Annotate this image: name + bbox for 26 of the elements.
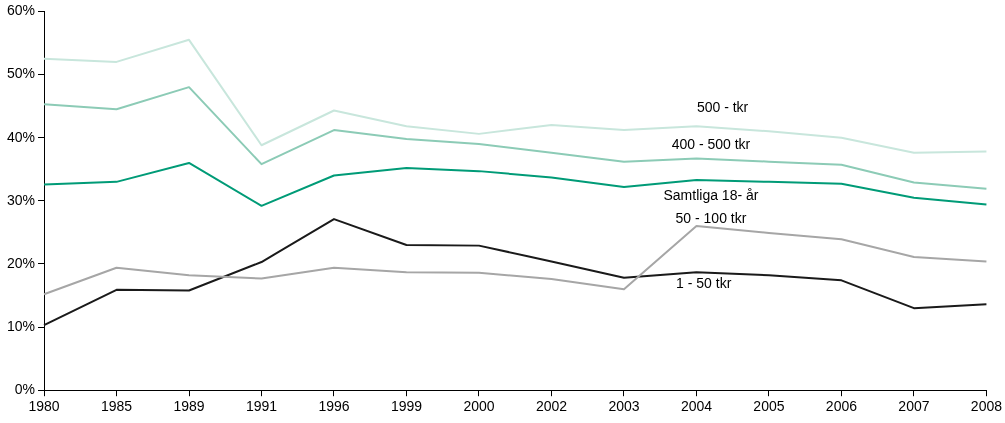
series-label: Samtliga 18- år (663, 187, 759, 204)
x-tick-label: 2006 (825, 398, 858, 415)
series-label: 400 - 500 tkr (671, 135, 751, 152)
y-tick-label: 10% (6, 317, 36, 334)
x-tick-label: 2005 (753, 398, 785, 415)
x-tick-label: 1989 (173, 398, 205, 415)
x-tick-label: 2008 (970, 398, 1003, 415)
series-label: 50 - 100 tkr (675, 210, 747, 227)
y-tick-label: 40% (6, 128, 36, 145)
y-tick-label: 30% (6, 191, 36, 208)
x-tick-label: 1996 (318, 398, 350, 415)
y-tick-label: 50% (6, 65, 36, 82)
series-label: 1 - 50 tkr (676, 275, 732, 292)
y-tick-label: 60% (6, 2, 36, 19)
x-tick-label: 2002 (535, 398, 568, 415)
series-label: 500 - tkr (696, 98, 749, 115)
x-tick-label: 1980 (28, 398, 60, 415)
x-tick-label: 2004 (680, 398, 713, 415)
y-tick-label: 20% (6, 254, 36, 271)
x-tick-label: 2000 (463, 398, 495, 415)
x-tick-label: 2003 (608, 398, 640, 415)
y-tick-label: 0% (14, 381, 36, 398)
x-tick-label: 1999 (390, 398, 423, 415)
x-tick-label: 1985 (100, 398, 133, 415)
x-tick-label: 1991 (245, 398, 278, 415)
x-tick-label: 2007 (898, 398, 930, 415)
